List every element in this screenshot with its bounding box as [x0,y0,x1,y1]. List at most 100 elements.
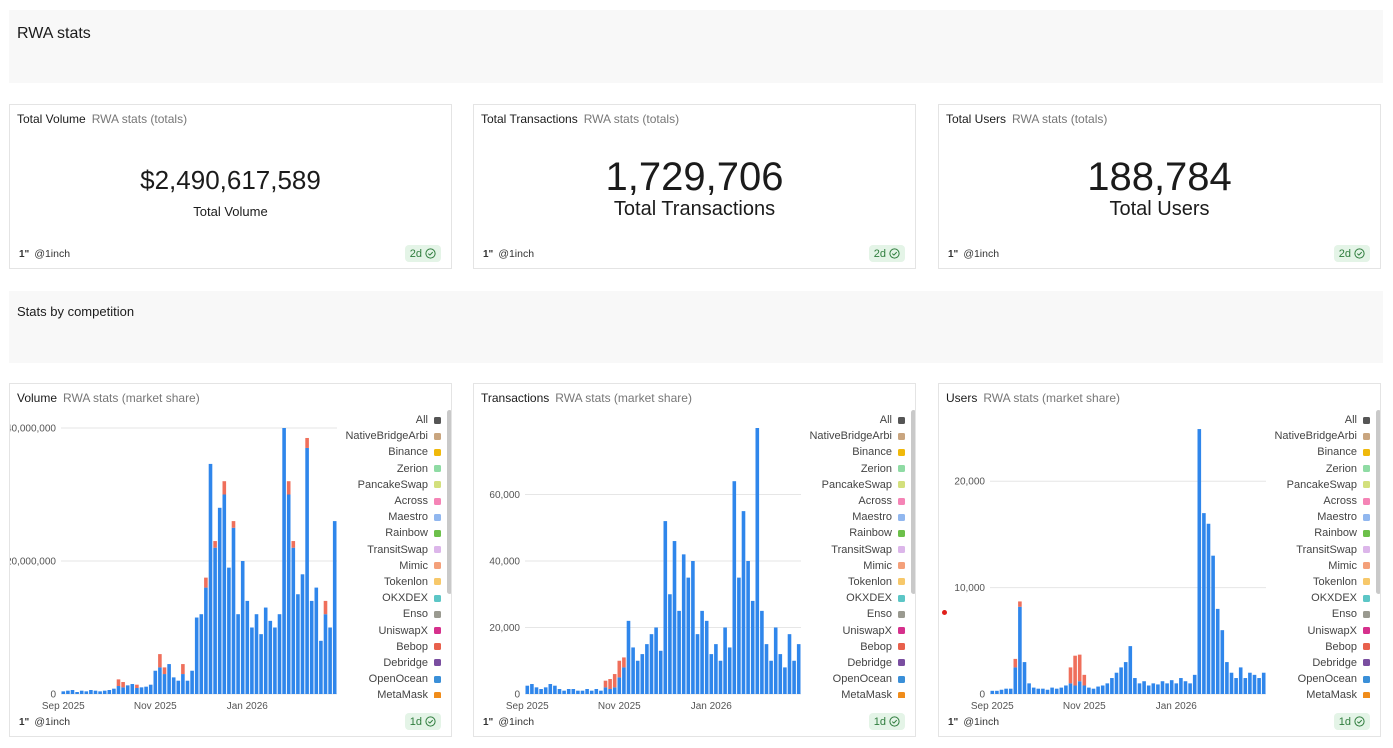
legend-item: Enso [794,606,905,622]
brand-handle: @1inch [34,248,71,260]
bar [1188,683,1192,694]
legend-item: Maestro [794,509,905,525]
bar [622,667,626,694]
bar [704,620,709,694]
bar [1004,688,1008,694]
bar [686,577,691,694]
legend-swatch [898,562,905,570]
legend-item: Enso [1259,606,1370,622]
bar [135,684,139,689]
legend-swatch [898,627,905,635]
legend-label: Debridge [383,656,428,669]
brand-logo: 1" [483,716,494,728]
card-subtitle: RWA stats (market share) [983,391,1121,405]
check-circle [889,248,900,259]
legend-item: Debridge [330,655,441,671]
check-tick [427,251,434,256]
bar [1238,667,1243,694]
legend-swatch [434,594,441,602]
legend-item: Mimic [794,558,905,574]
bar [548,684,553,694]
bar [70,690,75,694]
legend-swatch [1363,659,1370,667]
bar [121,682,125,688]
brand-handle: @1inch [498,248,535,260]
bar [1013,667,1018,694]
legend-item: Debridge [1259,655,1370,671]
bar [603,687,608,694]
legend-item: Binance [330,444,441,460]
legend-label: Across [858,495,892,508]
legend-swatch [434,659,441,667]
card-title: Users [946,391,978,405]
bar [778,654,783,694]
kpi-label: Total Volume [193,204,268,219]
legend-label: Tokenlon [383,575,428,588]
bar [1045,689,1050,694]
check-icon [889,716,900,727]
bar [700,610,704,694]
bar [1082,685,1087,694]
bar [649,634,654,694]
legend-swatch [898,465,905,473]
legend-swatch [898,675,905,683]
bar [640,654,645,694]
legend-swatch [898,691,905,698]
bar [1068,667,1073,684]
card-footer: 1" @1inch [948,248,999,260]
brand-handle: @1inch [498,716,535,728]
bar [319,640,323,694]
bar [268,620,273,694]
check-icon [1354,716,1365,727]
legend-label: All [879,414,892,427]
legend-swatch [1363,432,1370,440]
freshness-badge: 2d [1333,245,1370,262]
legend-swatch [898,594,905,602]
bar [277,614,282,694]
legend-swatch [1363,481,1370,489]
card-footer: 1" @1inch [19,248,70,260]
bar [539,689,543,694]
legend-label: NativeBridgeArbi [809,430,892,443]
bar [121,687,125,694]
check-icon [425,248,436,259]
legend-item: TransitSwap [794,542,905,558]
bar [796,644,801,694]
legend-item: TransitSwap [330,542,441,558]
legend-item: Maestro [1259,509,1370,525]
bar [773,627,778,694]
bar [1179,678,1183,694]
bar [677,610,681,694]
bar [231,521,236,528]
legend-label: Across [394,495,428,508]
bar [1041,688,1045,694]
bar [1174,683,1179,694]
legend-swatch [1363,643,1370,651]
legend-item: Rainbow [794,525,905,541]
legend-item: OKXDEX [1259,590,1370,606]
y-tick-label: 0 [514,690,520,701]
bar [718,660,723,694]
legend-item: Zerion [1259,461,1370,477]
y-tick-label: 10,000 [954,583,985,594]
legend-item: OpenOcean [330,671,441,687]
chart: 0 10,000 20,000 Sep 2025 Nov 2025 Jan 2026 [954,429,1266,712]
bar [75,692,79,694]
section-title: Stats by competition [17,304,135,319]
bar [1022,662,1027,694]
bar [112,688,116,694]
legend-item: All [330,412,441,428]
check-icon [1354,248,1365,259]
legend-swatch [898,432,905,440]
legend-swatch [1363,610,1370,618]
bar [61,691,66,694]
legend-swatch [1363,594,1370,602]
brand-logo: 1" [19,716,30,728]
bar [135,688,139,694]
legend-item: Binance [1259,444,1370,460]
bar [144,686,148,694]
bar [1096,686,1100,694]
bar [1211,555,1215,694]
legend-label: PancakeSwap [1286,478,1357,491]
bar [608,689,612,694]
